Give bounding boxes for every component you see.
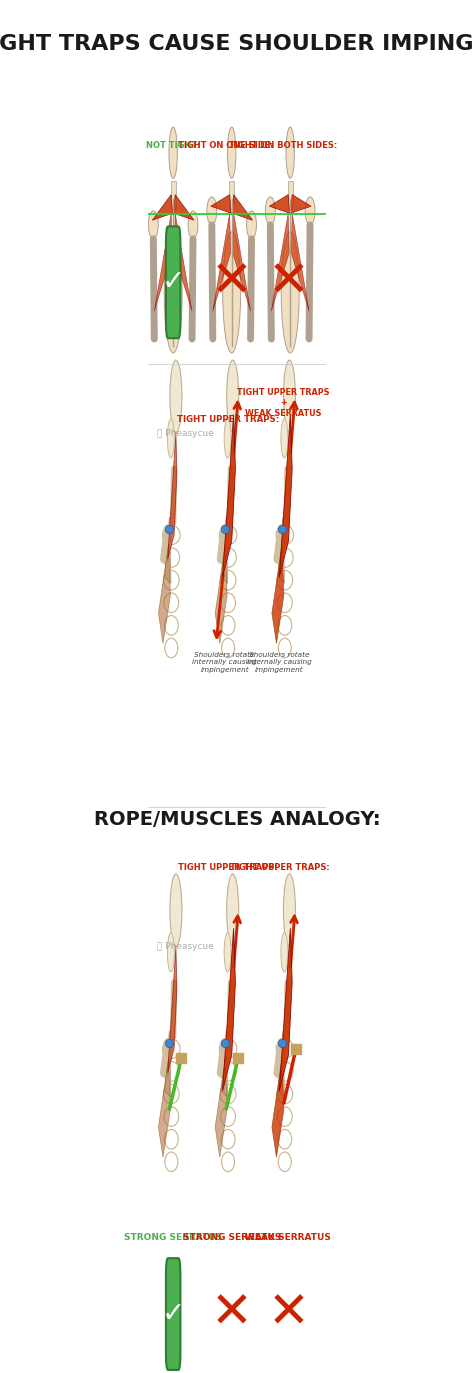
Ellipse shape: [227, 360, 239, 432]
Polygon shape: [222, 516, 228, 584]
Polygon shape: [269, 195, 290, 213]
Polygon shape: [222, 1031, 228, 1097]
Ellipse shape: [281, 932, 288, 972]
Ellipse shape: [227, 875, 239, 946]
Polygon shape: [278, 1031, 284, 1097]
Text: TIGHT ON BOTH SIDES:: TIGHT ON BOTH SIDES:: [229, 141, 337, 150]
Text: TIGHT UPPER TRAPS:: TIGHT UPPER TRAPS:: [178, 862, 278, 872]
Polygon shape: [213, 213, 231, 312]
Polygon shape: [215, 544, 227, 644]
Polygon shape: [174, 213, 192, 312]
Polygon shape: [168, 432, 177, 559]
Ellipse shape: [265, 196, 275, 225]
Text: 🐦 Pheasycue: 🐦 Pheasycue: [157, 428, 214, 438]
Ellipse shape: [305, 196, 315, 225]
Text: TIGHT UPPER TRAPS:: TIGHT UPPER TRAPS:: [230, 862, 329, 872]
Ellipse shape: [167, 932, 174, 972]
Text: HOW TIGHT TRAPS CAUSE SHOULDER IMPINGEMENT:: HOW TIGHT TRAPS CAUSE SHOULDER IMPINGEME…: [0, 34, 474, 55]
Ellipse shape: [223, 232, 241, 353]
Text: WEAK SERRATUS: WEAK SERRATUS: [246, 1233, 331, 1241]
Text: ✓: ✓: [162, 268, 185, 297]
Polygon shape: [222, 928, 236, 1092]
Polygon shape: [271, 213, 289, 312]
Ellipse shape: [188, 211, 198, 239]
Polygon shape: [278, 516, 284, 584]
Text: STRONG SERRATUS: STRONG SERRATUS: [182, 1233, 281, 1241]
Ellipse shape: [283, 360, 295, 432]
Ellipse shape: [286, 128, 294, 178]
Polygon shape: [211, 195, 231, 213]
Ellipse shape: [246, 211, 256, 239]
Ellipse shape: [148, 211, 158, 239]
Ellipse shape: [169, 128, 177, 178]
Polygon shape: [165, 516, 171, 584]
Text: ROPE/MUSCLES ANALOGY:: ROPE/MUSCLES ANALOGY:: [94, 810, 380, 829]
Text: ✕: ✕: [267, 1291, 310, 1339]
Ellipse shape: [170, 875, 182, 946]
Ellipse shape: [207, 196, 217, 225]
Polygon shape: [279, 928, 292, 1092]
Polygon shape: [291, 213, 309, 312]
Polygon shape: [291, 195, 311, 213]
Bar: [288, 181, 292, 209]
Bar: [229, 181, 234, 209]
Polygon shape: [152, 195, 173, 220]
Bar: [171, 181, 176, 209]
Ellipse shape: [228, 128, 236, 178]
Polygon shape: [158, 1057, 170, 1157]
Text: Shoulders rotate
internally causing
impingement: Shoulders rotate internally causing impi…: [192, 652, 257, 673]
Ellipse shape: [283, 875, 295, 946]
Polygon shape: [168, 946, 177, 1072]
Ellipse shape: [224, 932, 231, 972]
Polygon shape: [173, 195, 194, 220]
Polygon shape: [279, 415, 292, 577]
Polygon shape: [233, 213, 251, 312]
Ellipse shape: [167, 419, 174, 459]
Text: TIGHT UPPER TRAPS
+
WEAK SERRATUS: TIGHT UPPER TRAPS + WEAK SERRATUS: [237, 389, 329, 417]
Polygon shape: [272, 544, 284, 644]
Polygon shape: [215, 1057, 227, 1157]
Text: TIGHT UPPER TRAPS:: TIGHT UPPER TRAPS:: [177, 415, 279, 424]
Ellipse shape: [281, 419, 288, 459]
FancyBboxPatch shape: [166, 1258, 181, 1370]
Text: Shoulders rotate
internally causing
impingement: Shoulders rotate internally causing impi…: [247, 652, 312, 673]
Text: ✓: ✓: [162, 1300, 185, 1328]
Ellipse shape: [164, 232, 182, 353]
Polygon shape: [272, 1057, 284, 1157]
Ellipse shape: [170, 360, 182, 432]
Text: ✕: ✕: [267, 258, 310, 306]
Ellipse shape: [281, 232, 299, 353]
Text: ✕: ✕: [211, 1291, 253, 1339]
Text: STRONG SERRATUS: STRONG SERRATUS: [124, 1233, 222, 1241]
Polygon shape: [222, 415, 236, 577]
Text: 🐦 Pheasycue: 🐦 Pheasycue: [157, 942, 214, 951]
Polygon shape: [165, 1031, 171, 1097]
Polygon shape: [158, 544, 170, 644]
Ellipse shape: [224, 419, 231, 459]
Text: NOT TIGHT:: NOT TIGHT:: [146, 141, 200, 150]
Text: ✕: ✕: [211, 258, 253, 306]
Text: TIGHT ON ONE SIDE:: TIGHT ON ONE SIDE:: [179, 141, 274, 150]
Polygon shape: [155, 213, 172, 312]
Polygon shape: [232, 195, 253, 220]
FancyBboxPatch shape: [166, 227, 181, 338]
